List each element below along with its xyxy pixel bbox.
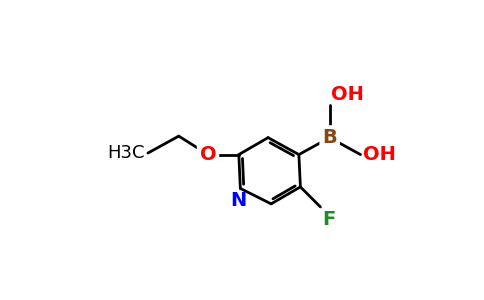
Text: O: O	[200, 145, 216, 164]
Text: H3C: H3C	[107, 144, 145, 162]
Text: F: F	[322, 210, 335, 229]
Text: OH: OH	[331, 85, 364, 104]
Text: OH: OH	[363, 145, 395, 164]
Text: N: N	[231, 191, 247, 210]
Text: B: B	[322, 128, 337, 147]
